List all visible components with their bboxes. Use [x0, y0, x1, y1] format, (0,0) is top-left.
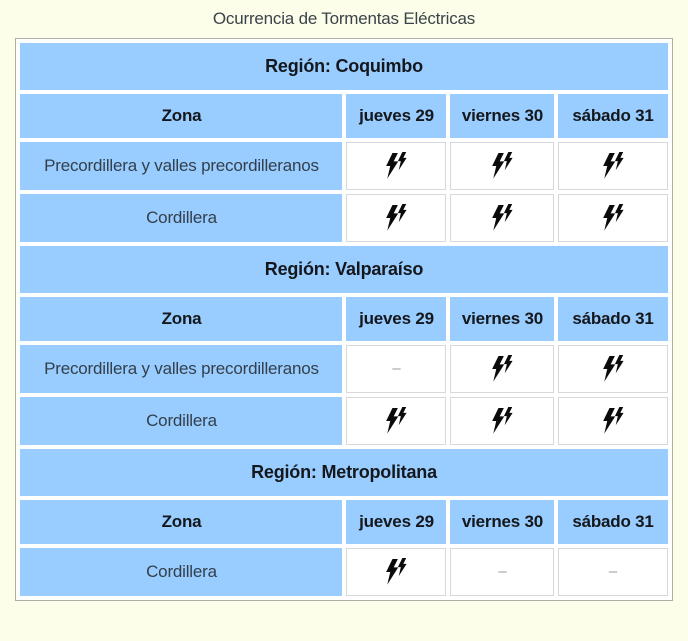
- region-header-row: Región: Metropolitana: [20, 449, 668, 496]
- table-row: Cordillera – –: [20, 548, 668, 596]
- table-row: Cordillera: [20, 194, 668, 242]
- column-header-zona: Zona: [20, 94, 343, 138]
- double-lightning-bolt-icon: [603, 204, 624, 231]
- table-row: Precordillera y valles precordilleranos –: [20, 345, 668, 393]
- storm-cell: [558, 345, 668, 393]
- region-header: Región: Metropolitana: [20, 449, 668, 496]
- column-header-day: sábado 31: [558, 500, 668, 544]
- empty-cell: –: [558, 548, 668, 596]
- column-header-row: Zona jueves 29 viernes 30 sábado 31: [20, 297, 668, 341]
- zone-name: Cordillera: [20, 194, 343, 242]
- double-lightning-bolt-icon: [386, 204, 408, 231]
- storm-cell: [558, 142, 668, 190]
- double-lightning-bolt-icon: [492, 355, 514, 382]
- storm-cell: [346, 194, 447, 242]
- zone-name: Cordillera: [20, 397, 343, 445]
- column-header-row: Zona jueves 29 viernes 30 sábado 31: [20, 500, 668, 544]
- storm-cell: [450, 345, 555, 393]
- double-lightning-bolt-icon: [603, 152, 624, 179]
- empty-cell: –: [450, 548, 555, 596]
- table-row: Precordillera y valles precordilleranos: [20, 142, 668, 190]
- double-lightning-bolt-icon: [492, 407, 514, 434]
- column-header-day: viernes 30: [450, 297, 555, 341]
- no-storm-dash: –: [498, 563, 507, 580]
- double-lightning-bolt-icon: [386, 558, 408, 585]
- column-header-row: Zona jueves 29 viernes 30 sábado 31: [20, 94, 668, 138]
- column-header-day: jueves 29: [346, 94, 447, 138]
- column-header-day: viernes 30: [450, 94, 555, 138]
- storm-cell: [450, 194, 555, 242]
- double-lightning-bolt-icon: [492, 204, 514, 231]
- column-header-day: jueves 29: [346, 500, 447, 544]
- storm-cell: [558, 194, 668, 242]
- region-header: Región: Valparaíso: [20, 246, 668, 293]
- column-header-zona: Zona: [20, 500, 343, 544]
- region-header-row: Región: Valparaíso: [20, 246, 668, 293]
- column-header-day: sábado 31: [558, 297, 668, 341]
- storm-cell: [450, 397, 555, 445]
- no-storm-dash: –: [392, 360, 401, 377]
- empty-cell: –: [346, 345, 447, 393]
- column-header-day: jueves 29: [346, 297, 447, 341]
- zone-name: Precordillera y valles precordilleranos: [20, 345, 343, 393]
- double-lightning-bolt-icon: [603, 355, 624, 382]
- no-storm-dash: –: [608, 563, 618, 580]
- double-lightning-bolt-icon: [603, 407, 624, 434]
- region-header: Región: Coquimbo: [20, 43, 668, 90]
- page-title: Ocurrencia de Tormentas Eléctricas: [212, 9, 476, 28]
- storm-occurrence-table: Región: Coquimbo Zona jueves 29 viernes 30 s…: [15, 38, 673, 601]
- zone-name: Precordillera y valles precordilleranos: [20, 142, 343, 190]
- storm-cell: [558, 397, 668, 445]
- zone-name: Cordillera: [20, 548, 343, 596]
- region-header-row: Región: Coquimbo: [20, 43, 668, 90]
- storm-cell: [450, 142, 555, 190]
- double-lightning-bolt-icon: [386, 152, 408, 179]
- double-lightning-bolt-icon: [492, 152, 514, 179]
- double-lightning-bolt-icon: [386, 407, 408, 434]
- storm-cell: [346, 397, 447, 445]
- table-row: Cordillera: [20, 397, 668, 445]
- storm-cell: [346, 548, 447, 596]
- column-header-day: sábado 31: [558, 94, 668, 138]
- page: Ocurrencia de Tormentas Eléctricas Regió…: [0, 9, 688, 601]
- column-header-day: viernes 30: [450, 500, 555, 544]
- storm-cell: [346, 142, 447, 190]
- column-header-zona: Zona: [20, 297, 343, 341]
